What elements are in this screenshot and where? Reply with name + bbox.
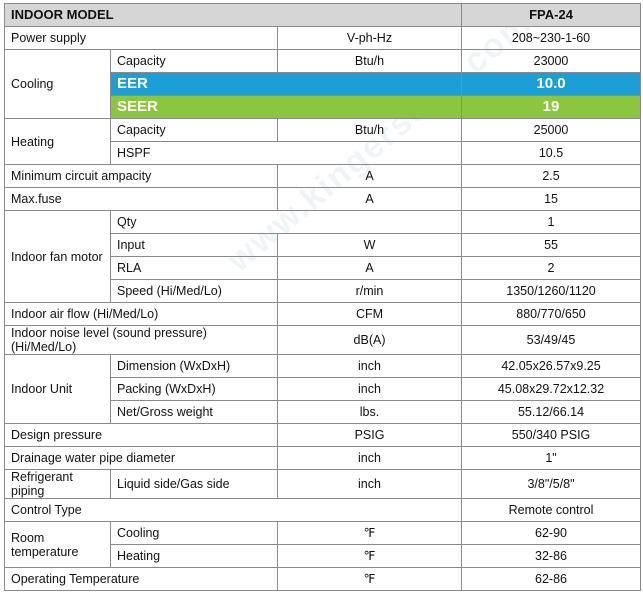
row-label: Drainage water pipe diameter xyxy=(4,446,278,470)
table-row: HSPF 10.5 xyxy=(5,141,642,165)
row-value: 55.12/66.14 xyxy=(461,400,642,424)
row-unit: Btu/h xyxy=(276,118,463,142)
row-unit: A xyxy=(276,187,463,211)
row-unit: PSIG xyxy=(276,423,463,447)
row-label: Speed (Hi/Med/Lo) xyxy=(110,279,278,303)
row-value: 2 xyxy=(461,256,642,280)
row-label: HSPF xyxy=(109,141,463,165)
row-value: 42.05x26.57x9.25 xyxy=(461,354,642,378)
row-value: 62-86 xyxy=(461,567,642,591)
row-label: Dimension (WxDxH) xyxy=(110,354,278,378)
model-value: FPA-24 xyxy=(461,3,642,27)
row-unit: inch xyxy=(276,469,463,499)
group-label: Heating xyxy=(4,118,111,165)
table-row: Drainage water pipe diameter inch 1" xyxy=(4,446,642,470)
row-label: Max.fuse xyxy=(4,187,278,211)
row-label: RLA xyxy=(110,256,278,280)
row-value: 15 xyxy=(461,187,642,211)
row-value: Remote control xyxy=(461,498,642,522)
table-row: Cooling Capacity Btu/h 23000 xyxy=(4,49,642,119)
row-unit: V-ph-Hz xyxy=(276,26,463,50)
table-row: Indoor air flow (Hi/Med/Lo) CFM 880/770/… xyxy=(4,302,642,326)
eer-value: 10.0 xyxy=(461,72,642,96)
table-row: Operating Temperature ℉ 62-86 xyxy=(4,567,642,591)
row-label: Input xyxy=(110,233,278,257)
row-unit: r/min xyxy=(276,279,463,303)
row-value: 32-86 xyxy=(461,544,642,568)
row-unit: lbs. xyxy=(276,400,463,424)
model-label: INDOOR MODEL xyxy=(3,3,463,27)
row-unit: ℉ xyxy=(276,567,463,591)
row-unit: ℉ xyxy=(276,544,463,568)
row-label: Heating xyxy=(110,544,278,568)
row-value: 208~230-1-60 xyxy=(461,26,642,50)
table-row: Heating Capacity Btu/h 25000 xyxy=(4,118,642,165)
spec-table: INDOOR MODEL FPA-24 Power supply V-ph-Hz… xyxy=(3,3,642,591)
row-unit: inch xyxy=(276,446,463,470)
row-unit: A xyxy=(276,164,463,188)
group-label: Room temperature xyxy=(4,521,111,568)
eer-label: EER xyxy=(109,72,463,96)
group-label: Indoor Unit xyxy=(4,354,111,424)
table-row: Packing (WxDxH) inch 45.08x29.72x12.32 xyxy=(5,377,642,401)
row-label: Cooling xyxy=(110,521,278,545)
row-unit: inch xyxy=(276,377,463,401)
table-row: Heating ℉ 32-86 xyxy=(5,544,642,568)
table-row: Room temperature Cooling ℉ 62-90 xyxy=(4,521,642,568)
table-row: Max.fuse A 15 xyxy=(4,187,642,211)
table-row: Power supply V-ph-Hz 208~230-1-60 xyxy=(4,26,642,50)
group-label: Indoor fan motor xyxy=(4,210,111,303)
row-unit: ℉ xyxy=(276,521,463,545)
row-value: 25000 xyxy=(461,118,642,142)
table-row: Refrigerant piping Liquid side/Gas side … xyxy=(4,469,642,499)
row-label: Control Type xyxy=(3,498,463,522)
row-unit: CFM xyxy=(276,302,463,326)
row-unit: Btu/h xyxy=(276,49,463,73)
row-value: 45.08x29.72x12.32 xyxy=(461,377,642,401)
table-row: Indoor noise level (sound pressure) (Hi/… xyxy=(4,325,642,355)
table-row: Control Type Remote control xyxy=(3,498,642,522)
row-unit: W xyxy=(276,233,463,257)
row-unit: inch xyxy=(276,354,463,378)
row-label: Indoor air flow (Hi/Med/Lo) xyxy=(4,302,278,326)
eer-row: EER 10.0 xyxy=(5,72,642,96)
row-label: Capacity xyxy=(110,49,278,73)
table-row: Indoor fan motor Qty 1 xyxy=(4,210,642,303)
table-header-row: INDOOR MODEL FPA-24 xyxy=(3,3,642,27)
row-value: 53/49/45 xyxy=(461,325,642,355)
table-row: Input W 55 xyxy=(5,233,642,257)
row-label: Power supply xyxy=(4,26,278,50)
row-value: 1" xyxy=(461,446,642,470)
seer-label: SEER xyxy=(109,95,463,119)
row-value: 3/8"/5/8" xyxy=(461,469,642,499)
row-label: Operating Temperature xyxy=(4,567,278,591)
row-label: Net/Gross weight xyxy=(110,400,278,424)
row-label: Qty xyxy=(109,210,463,234)
table-row: Minimum circuit ampacity A 2.5 xyxy=(4,164,642,188)
row-value: 10.5 xyxy=(461,141,642,165)
row-label: Refrigerant piping xyxy=(4,469,111,499)
row-value: 550/340 PSIG xyxy=(461,423,642,447)
row-label: Indoor noise level (sound pressure) (Hi/… xyxy=(4,325,278,355)
row-label: Capacity xyxy=(110,118,278,142)
row-value: 880/770/650 xyxy=(461,302,642,326)
table-row: Design pressure PSIG 550/340 PSIG xyxy=(4,423,642,447)
seer-value: 19 xyxy=(461,95,642,119)
row-value: 62-90 xyxy=(461,521,642,545)
row-value: 2.5 xyxy=(461,164,642,188)
row-label: Design pressure xyxy=(4,423,278,447)
table-row: Indoor Unit Dimension (WxDxH) inch 42.05… xyxy=(4,354,642,424)
row-unit: A xyxy=(276,256,463,280)
seer-row: SEER 19 xyxy=(5,95,642,119)
row-value: 23000 xyxy=(461,49,642,73)
row-label: Minimum circuit ampacity xyxy=(4,164,278,188)
row-value: 1350/1260/1120 xyxy=(461,279,642,303)
row-sublabel: Liquid side/Gas side xyxy=(110,469,278,499)
row-value: 1 xyxy=(461,210,642,234)
row-label: Packing (WxDxH) xyxy=(110,377,278,401)
row-unit: dB(A) xyxy=(276,325,463,355)
row-value: 55 xyxy=(461,233,642,257)
group-label: Cooling xyxy=(4,49,111,119)
